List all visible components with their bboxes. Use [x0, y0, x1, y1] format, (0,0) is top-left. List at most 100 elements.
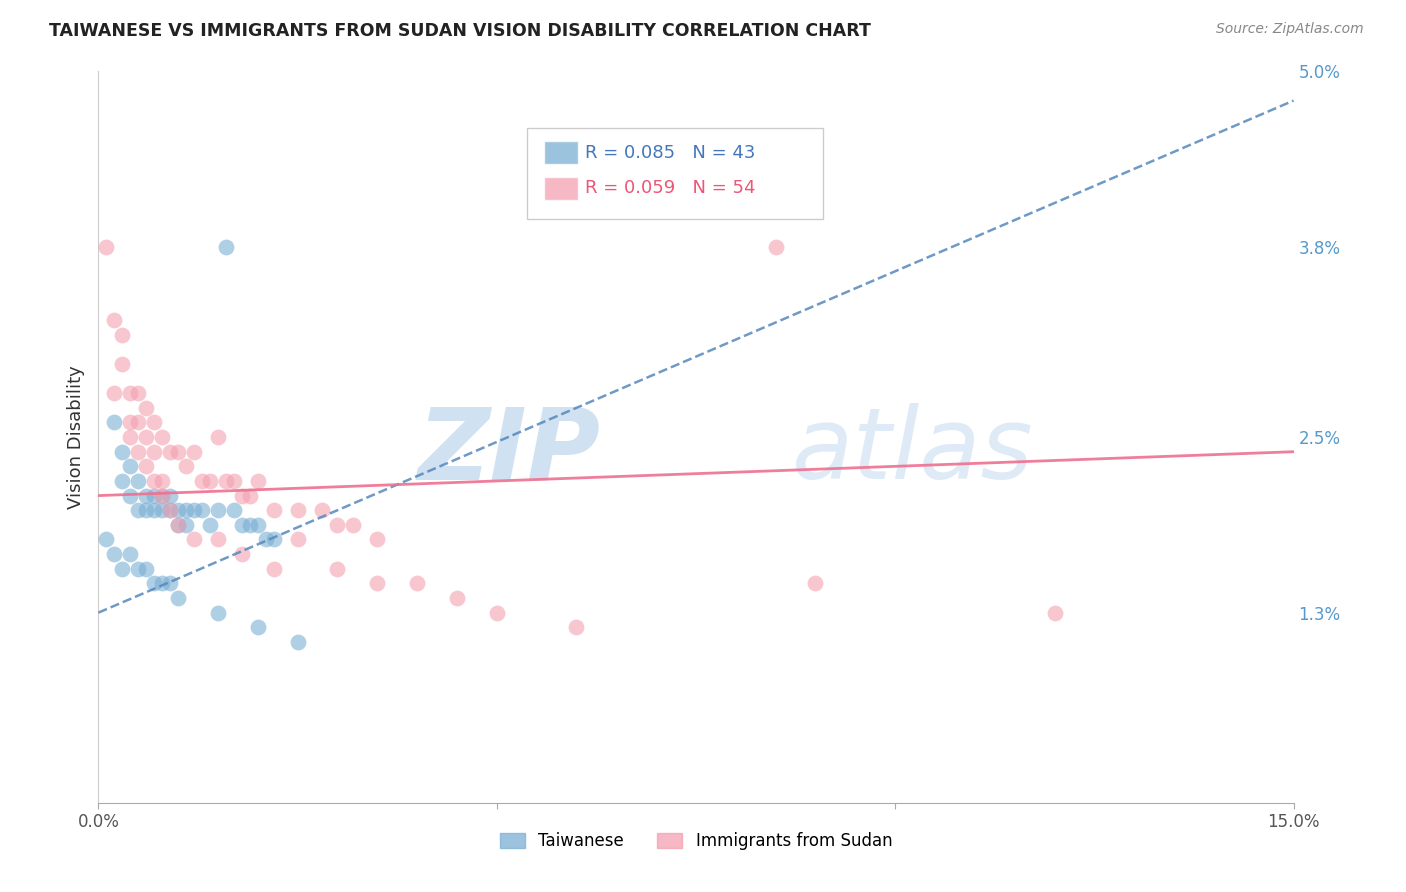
Point	[804, 576, 827, 591]
Point	[111, 562, 134, 576]
Point	[207, 533, 229, 547]
Point	[120, 416, 142, 430]
Point	[135, 489, 157, 503]
Point	[239, 517, 262, 532]
Point	[239, 489, 262, 503]
Point	[143, 576, 166, 591]
Point	[120, 547, 142, 561]
Point	[174, 517, 197, 532]
Text: ZIP: ZIP	[418, 403, 600, 500]
Point	[215, 474, 238, 488]
Point	[326, 517, 349, 532]
Point	[215, 240, 238, 254]
Point	[111, 327, 134, 342]
Point	[287, 533, 309, 547]
Point	[127, 562, 149, 576]
Point	[159, 503, 181, 517]
Point	[326, 562, 349, 576]
Point	[120, 489, 142, 503]
Point	[150, 489, 173, 503]
Point	[167, 591, 190, 605]
Point	[765, 240, 787, 254]
Point	[446, 591, 468, 605]
Point	[342, 517, 364, 532]
Point	[96, 533, 118, 547]
Point	[167, 444, 190, 458]
Point	[143, 503, 166, 517]
Point	[127, 474, 149, 488]
Point	[96, 240, 118, 254]
Point	[150, 430, 173, 444]
Point	[366, 533, 388, 547]
Point	[135, 562, 157, 576]
Point	[143, 416, 166, 430]
Point	[167, 503, 190, 517]
Point	[103, 386, 125, 401]
Point	[150, 503, 173, 517]
Point	[127, 444, 149, 458]
Point	[263, 562, 285, 576]
Point	[485, 606, 508, 620]
Point	[366, 576, 388, 591]
Point	[565, 620, 588, 634]
Point	[111, 444, 134, 458]
Point	[127, 386, 149, 401]
Point	[263, 503, 285, 517]
Point	[174, 459, 197, 474]
Point	[207, 606, 229, 620]
Point	[103, 547, 125, 561]
Point	[183, 533, 205, 547]
Y-axis label: Vision Disability: Vision Disability	[66, 365, 84, 509]
Point	[191, 474, 214, 488]
Point	[159, 576, 181, 591]
Point	[207, 430, 229, 444]
Point	[287, 503, 309, 517]
Point	[111, 357, 134, 371]
Point	[231, 547, 253, 561]
Text: R = 0.059   N = 54: R = 0.059 N = 54	[585, 179, 755, 197]
Point	[222, 503, 245, 517]
Text: atlas: atlas	[792, 403, 1033, 500]
Point	[159, 503, 181, 517]
Point	[135, 401, 157, 415]
Point	[103, 416, 125, 430]
Point	[311, 503, 333, 517]
Point	[135, 459, 157, 474]
Point	[246, 620, 269, 634]
Point	[246, 474, 269, 488]
Text: Source: ZipAtlas.com: Source: ZipAtlas.com	[1216, 22, 1364, 37]
Point	[127, 503, 149, 517]
Point	[167, 517, 190, 532]
Point	[120, 386, 142, 401]
Point	[287, 635, 309, 649]
Point	[231, 517, 253, 532]
Point	[111, 474, 134, 488]
Point	[207, 503, 229, 517]
Point	[120, 459, 142, 474]
Point	[174, 503, 197, 517]
Point	[222, 474, 245, 488]
Point	[1043, 606, 1066, 620]
Text: TAIWANESE VS IMMIGRANTS FROM SUDAN VISION DISABILITY CORRELATION CHART: TAIWANESE VS IMMIGRANTS FROM SUDAN VISIO…	[49, 22, 872, 40]
Point	[167, 517, 190, 532]
Legend: Taiwanese, Immigrants from Sudan: Taiwanese, Immigrants from Sudan	[494, 825, 898, 856]
Point	[143, 474, 166, 488]
Point	[191, 503, 214, 517]
Point	[127, 416, 149, 430]
Point	[183, 503, 205, 517]
Point	[263, 533, 285, 547]
Point	[150, 489, 173, 503]
Point	[150, 474, 173, 488]
Point	[159, 444, 181, 458]
Point	[135, 430, 157, 444]
Point	[143, 489, 166, 503]
Point	[103, 313, 125, 327]
Point	[120, 430, 142, 444]
Point	[231, 489, 253, 503]
Point	[406, 576, 429, 591]
Text: R = 0.085   N = 43: R = 0.085 N = 43	[585, 144, 755, 161]
Point	[135, 503, 157, 517]
Point	[159, 489, 181, 503]
Point	[143, 444, 166, 458]
Point	[198, 517, 221, 532]
